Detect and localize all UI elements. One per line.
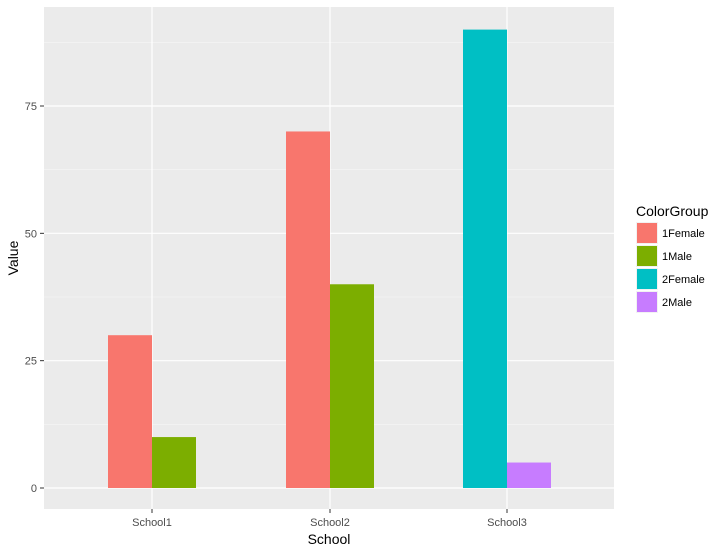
bar-school2-1female <box>286 131 330 488</box>
y-axis-title: Value <box>5 240 21 275</box>
bar-school2-1male <box>330 284 374 488</box>
legend-label: 2Male <box>662 297 692 309</box>
bar-layer <box>108 29 551 488</box>
x-tick-label: School1 <box>132 517 172 529</box>
legend-label: 1Female <box>662 228 705 240</box>
x-tick-label: School3 <box>487 517 527 529</box>
legend-swatch <box>637 269 657 289</box>
legend-swatch <box>637 223 657 243</box>
y-tick-label: 50 <box>25 228 37 240</box>
y-tick-label: 0 <box>31 483 37 495</box>
y-tick-label: 75 <box>25 101 37 113</box>
y-axis: 0 25 50 75 <box>25 101 44 495</box>
bar-school1-1male <box>152 437 196 488</box>
x-axis: School1 School2 School3 <box>132 509 527 529</box>
legend-title: ColorGroup <box>636 203 709 219</box>
bar-school1-1female <box>108 335 152 488</box>
legend-swatch <box>637 292 657 312</box>
legend-swatch <box>637 246 657 266</box>
legend-label: 1Male <box>662 251 692 263</box>
legend-label: 2Female <box>662 274 705 286</box>
x-axis-title: School <box>308 531 351 547</box>
bar-school3-2female <box>463 29 507 488</box>
y-tick-label: 25 <box>25 356 37 368</box>
legend: ColorGroup 1Female 1Male 2Female 2Male <box>636 203 709 313</box>
x-tick-label: School2 <box>310 517 350 529</box>
bar-school3-2male <box>507 462 551 488</box>
